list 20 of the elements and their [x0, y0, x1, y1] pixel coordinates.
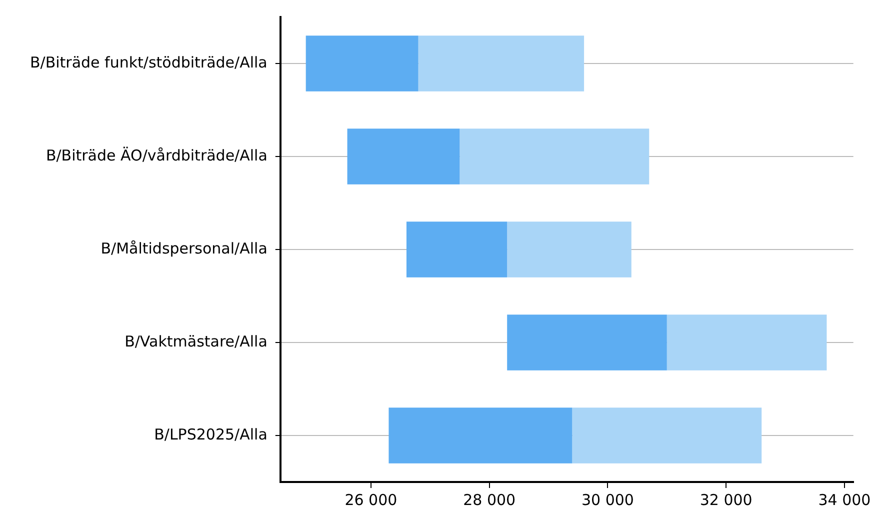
y-tick-label: B/Måltidspersonal/Alla	[100, 239, 268, 258]
y-tick-label: B/Biträde ÄO/vårdbiträde/Alla	[46, 146, 268, 164]
x-tick-label: 30 000	[581, 490, 634, 509]
x-tick-label: 34 000	[818, 490, 871, 509]
bar	[507, 222, 632, 278]
bar	[572, 408, 762, 464]
y-tick-label: B/LPS2025/Alla	[154, 425, 268, 444]
bar	[418, 36, 584, 92]
y-tick-label: B/Vaktmästare/Alla	[124, 332, 268, 350]
x-tick-label: 26 000	[344, 490, 398, 509]
bar	[406, 222, 508, 278]
bar	[306, 36, 418, 92]
x-tick-label: 32 000	[700, 490, 752, 509]
bar	[666, 314, 827, 370]
bar	[460, 128, 650, 184]
x-tick-label: 28 000	[463, 490, 516, 509]
y-tick-label: B/Biträde funkt/stödbiträde/Alla	[30, 53, 268, 72]
bar	[507, 314, 667, 370]
bar	[347, 128, 460, 184]
bar	[388, 408, 572, 464]
